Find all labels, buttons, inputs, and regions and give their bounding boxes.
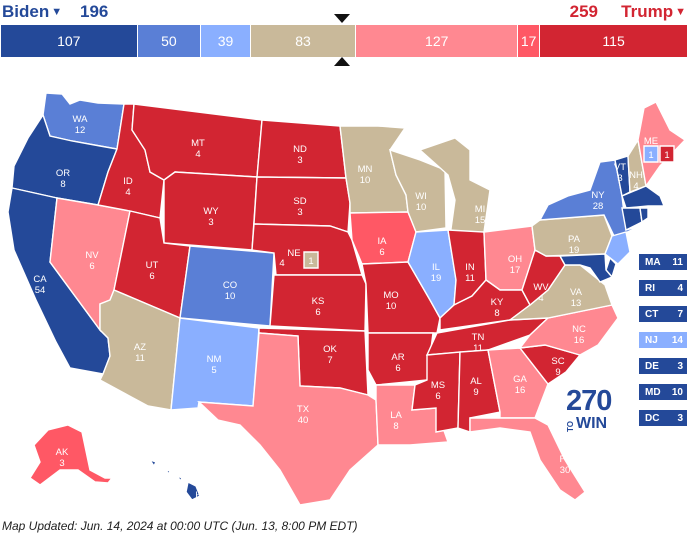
biden-candidate-dropdown[interactable]: Biden ▼ — [2, 2, 64, 22]
state-mt[interactable] — [131, 103, 263, 181]
header: Biden ▼ 196 259 Trump ▼ — [0, 0, 696, 24]
270-marker-top-icon — [334, 14, 350, 23]
state-me-district-1[interactable] — [643, 145, 659, 163]
us-map: WA12OR8CA54NV6ID4MT4WY3UT6AZ11CO10NM5ND3… — [7, 92, 687, 512]
state-nc[interactable] — [518, 304, 619, 356]
biden-total: 196 — [80, 2, 109, 21]
state-wy[interactable] — [163, 171, 258, 251]
state-me-district-2[interactable] — [659, 145, 675, 163]
small-state-md[interactable]: MD 10 — [638, 383, 688, 401]
bar-segment[interactable]: 39 — [201, 25, 251, 57]
state-ev: 4 — [197, 501, 202, 512]
state-tx[interactable] — [197, 332, 379, 506]
bar-segment[interactable]: 50 — [137, 25, 202, 57]
state-mi[interactable] — [418, 137, 491, 237]
bar-segment[interactable]: 127 — [356, 25, 519, 57]
state-md[interactable] — [558, 253, 614, 283]
small-state-ev: 10 — [671, 387, 683, 398]
electoral-vote-bar: 107 50 39 83 127 17 115 — [1, 25, 687, 57]
state-co[interactable] — [179, 245, 275, 327]
small-state-abbr: MA — [645, 257, 661, 268]
small-state-ev: 3 — [677, 361, 683, 372]
small-state-ev: 3 — [677, 413, 683, 424]
small-state-ev: 14 — [671, 335, 683, 346]
state-fl[interactable] — [469, 417, 586, 501]
trump-total: 259 — [569, 2, 598, 21]
small-state-abbr: DE — [645, 361, 659, 372]
270towin-logo[interactable]: 270 — [566, 385, 612, 417]
chevron-down-icon: ▼ — [675, 6, 686, 18]
small-state-ct[interactable]: CT 7 — [638, 305, 688, 323]
state-me[interactable] — [637, 101, 687, 188]
small-state-ev: 11 — [672, 257, 683, 268]
trump-candidate-dropdown[interactable]: Trump ▼ — [621, 2, 688, 22]
bar-segment[interactable]: 17 — [518, 25, 541, 57]
state-ar[interactable] — [367, 332, 434, 386]
map-updated-footer: Map Updated: Jun. 14, 2024 at 00:00 UTC … — [2, 519, 358, 533]
270-marker-bottom-icon — [334, 57, 350, 66]
small-state-dc[interactable]: DC 3 — [638, 409, 688, 427]
270towin-logo-to: TO — [566, 421, 575, 432]
small-state-de[interactable]: DE 3 — [638, 357, 688, 375]
trump-name: Trump — [621, 2, 674, 21]
state-pa[interactable] — [531, 214, 613, 257]
small-state-ri[interactable]: RI 4 — [638, 279, 688, 297]
small-state-ev: 7 — [677, 309, 683, 320]
biden-name: Biden — [2, 2, 50, 21]
state-ks[interactable] — [269, 274, 367, 332]
small-state-abbr: RI — [645, 283, 655, 294]
state-ne-district-2[interactable] — [303, 251, 319, 269]
270towin-logo-win: WIN — [576, 415, 608, 432]
small-state-abbr: MD — [645, 387, 661, 398]
state-nj[interactable] — [604, 231, 631, 265]
small-state-abbr: CT — [645, 309, 659, 320]
state-hi[interactable] — [148, 458, 201, 501]
chevron-down-icon: ▼ — [51, 6, 63, 18]
state-ak[interactable] — [29, 424, 114, 486]
small-state-ma[interactable]: MA 11 — [638, 253, 688, 271]
bar-segment[interactable]: 115 — [540, 25, 687, 57]
state-ia[interactable] — [349, 211, 417, 265]
small-state-abbr: NJ — [645, 335, 658, 346]
state-nd[interactable] — [256, 119, 347, 179]
state-nm[interactable] — [170, 317, 260, 411]
bar-segment[interactable]: 107 — [1, 25, 138, 57]
small-state-abbr: DC — [645, 413, 660, 424]
state-ri[interactable] — [639, 207, 649, 224]
small-state-ev: 4 — [677, 283, 683, 294]
small-state-nj[interactable]: NJ 14 — [638, 331, 688, 349]
bar-segment[interactable]: 83 — [250, 25, 357, 57]
